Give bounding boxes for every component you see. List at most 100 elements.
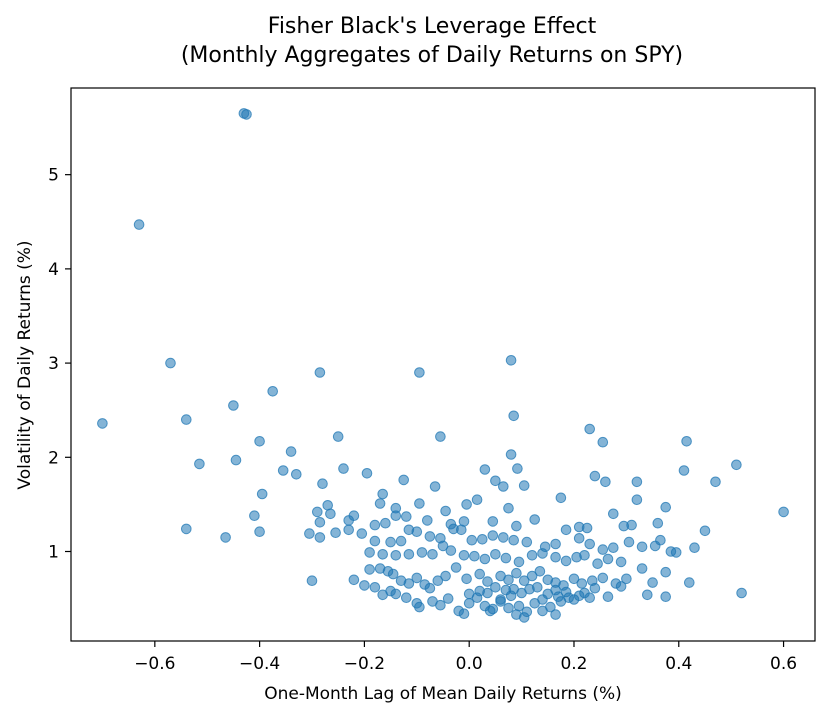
chart-title-line-1: Fisher Black's Leverage Effect <box>268 14 597 39</box>
data-point <box>503 502 514 514</box>
data-point <box>487 530 499 541</box>
data-point <box>285 446 297 457</box>
data-point <box>411 572 423 584</box>
data-point <box>597 572 609 584</box>
data-point <box>437 540 449 552</box>
data-point <box>778 506 789 518</box>
data-point <box>181 523 192 535</box>
data-point <box>490 549 501 560</box>
data-point <box>424 531 436 542</box>
data-point <box>670 547 682 558</box>
data-point <box>631 476 643 488</box>
x-tick-label: 0.2 <box>560 654 587 674</box>
data-point <box>291 469 302 480</box>
data-point <box>456 524 467 536</box>
data-point <box>390 510 402 522</box>
data-point <box>424 582 436 594</box>
data-point <box>660 591 672 603</box>
data-point <box>380 517 391 529</box>
data-point <box>602 591 614 603</box>
data-point <box>369 582 381 593</box>
data-point <box>387 568 399 580</box>
data-point <box>445 545 457 556</box>
data-point <box>403 549 415 560</box>
x-tick-label: 0.6 <box>770 654 797 674</box>
data-point <box>710 476 721 488</box>
data-point <box>534 566 546 577</box>
x-tick-label: −0.6 <box>134 654 175 674</box>
data-point <box>356 528 368 539</box>
data-point <box>550 584 561 596</box>
data-point <box>563 592 575 604</box>
data-point <box>484 605 496 617</box>
data-point <box>377 589 389 601</box>
data-point <box>602 553 614 565</box>
data-point <box>573 590 585 602</box>
data-point <box>249 510 260 522</box>
data-point <box>490 582 501 593</box>
data-point <box>369 519 381 531</box>
data-point <box>267 386 279 397</box>
data-point <box>435 431 446 442</box>
y-tick-label: 2 <box>48 448 59 468</box>
data-point <box>440 505 451 517</box>
data-point <box>230 454 242 466</box>
data-point <box>597 544 609 555</box>
data-point <box>332 431 344 442</box>
data-point <box>589 470 601 482</box>
data-point <box>398 474 410 486</box>
data-point <box>314 367 326 378</box>
data-point <box>615 581 627 592</box>
x-tick-label: −0.4 <box>239 654 280 674</box>
data-point <box>414 498 425 509</box>
data-point <box>442 593 454 604</box>
data-point <box>466 534 478 546</box>
data-point <box>469 550 480 562</box>
data-point <box>416 547 428 558</box>
data-point <box>511 567 522 579</box>
data-point <box>463 588 475 600</box>
data-point <box>414 367 425 378</box>
data-point <box>479 464 491 475</box>
data-point <box>584 423 596 435</box>
data-point <box>395 535 407 547</box>
data-point <box>689 542 700 554</box>
x-tick-label: 0.0 <box>456 654 483 674</box>
data-point <box>512 463 523 474</box>
data-point <box>479 553 491 565</box>
data-point <box>487 516 499 527</box>
data-point <box>626 519 637 531</box>
data-point <box>660 501 672 513</box>
data-point <box>361 468 373 479</box>
y-axis-ticks: 1 2 3 4 5 <box>48 166 71 563</box>
data-point <box>518 575 530 587</box>
plot-frame <box>70 87 816 642</box>
data-point <box>471 494 483 506</box>
scatter-points <box>97 108 789 623</box>
data-point <box>228 400 239 411</box>
data-point <box>573 533 585 544</box>
data-point <box>508 410 520 422</box>
data-point <box>377 488 389 500</box>
data-point <box>440 570 451 582</box>
data-point <box>432 575 444 587</box>
data-point <box>385 536 396 548</box>
data-point <box>584 592 596 604</box>
y-tick-label: 1 <box>48 543 59 563</box>
data-point <box>555 492 567 504</box>
data-point <box>325 508 336 520</box>
data-point <box>518 612 530 623</box>
data-point <box>584 538 596 550</box>
data-point <box>450 562 462 573</box>
data-point <box>490 475 501 487</box>
data-point <box>621 573 632 585</box>
data-point <box>348 574 360 586</box>
x-axis-ticks: −0.6 −0.4 −0.2 0.0 0.2 0.4 0.6 <box>134 641 797 674</box>
data-point <box>277 465 289 476</box>
data-point <box>642 589 653 601</box>
data-point <box>576 578 588 589</box>
y-axis-label: Volatility of Daily Returns (%) <box>15 240 35 489</box>
data-point <box>374 498 386 509</box>
data-point <box>608 542 619 554</box>
